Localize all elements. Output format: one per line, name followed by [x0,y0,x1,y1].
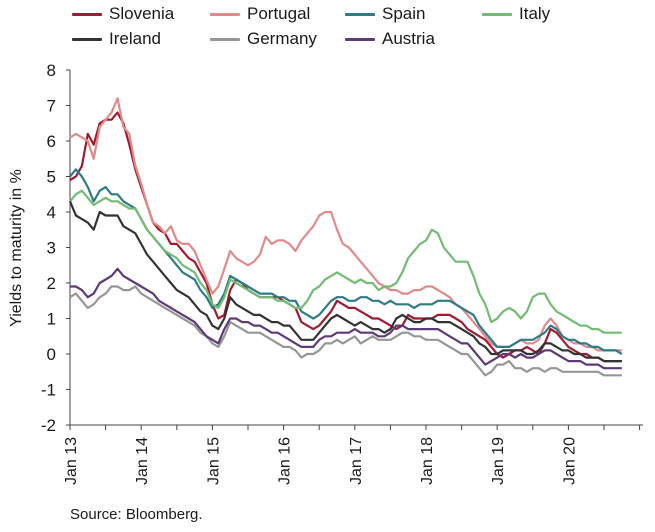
legend-label: Germany [247,29,317,48]
source-note: Source: Bloomberg. [70,506,203,523]
legend-swatch [345,37,375,41]
y-axis-label-wrap: Yields to maturity in % [7,169,27,327]
series-line-portugal [69,97,622,352]
legend-swatch [345,12,375,16]
legend-item-portugal: Portugal [210,4,310,24]
legend-item-slovenia: Slovenia [72,4,174,24]
x-tick-label: Jan 17 [348,437,365,485]
x-tick-label: Jan 18 [419,437,436,485]
series-line-ireland [68,200,622,363]
legend-label: Spain [382,4,426,23]
legend-label: Portugal [247,4,311,23]
legend-label: Ireland [109,29,161,48]
series-line-austria [70,267,622,370]
y-tick-label: 3 [47,239,56,258]
y-tick-label: 2 [47,274,56,293]
legend-item-germany: Germany [210,29,317,49]
y-tick-label: 4 [47,203,56,222]
legend-label: Slovenia [109,4,175,23]
x-tick-label: Jan 19 [490,437,507,485]
y-tick-label: 0 [47,345,56,364]
y-tick-label: 5 [47,168,56,187]
legend-swatch [482,12,512,16]
legend-label: Austria [382,29,435,48]
y-tick-label: 1 [47,310,56,329]
legend-item-spain: Spain [345,4,425,24]
x-tick-label: Jan 15 [205,437,222,485]
x-tick-label: Jan 16 [277,437,294,485]
legend-item-italy: Italy [482,4,550,24]
legend-item-ireland: Ireland [72,29,161,49]
chart-legend: Slovenia Portugal Spain Italy Ireland Germany… [0,0,655,58]
legend-label: Italy [519,4,551,23]
series-line-germany [69,285,622,377]
x-tick-label: Jan 20 [561,437,578,485]
legend-item-austria: Austria [345,29,435,49]
y-tick-label: 6 [47,132,56,151]
legend-swatch [72,37,102,41]
legend-swatch [210,12,240,16]
y-tick-label: 8 [47,61,56,80]
chart-series-group [68,97,623,377]
y-tick-label: -1 [41,381,56,400]
x-tick-label: Jan 13 [63,437,80,485]
legend-swatch [72,12,102,16]
chart-axes: 8 7 6 5 4 3 2 1 0 -1 -2 Jan 13 Jan 14 Jan 15 Jan 16 Jan… [41,61,643,485]
legend-swatch [210,37,240,41]
y-tick-label: -2 [41,416,56,435]
series-line-italy [69,189,622,334]
y-tick-label: 7 [47,97,56,116]
x-tick-label: Jan 14 [134,437,151,485]
series-line-slovenia [69,111,622,363]
y-axis-label: Yields to maturity in % [8,169,25,327]
